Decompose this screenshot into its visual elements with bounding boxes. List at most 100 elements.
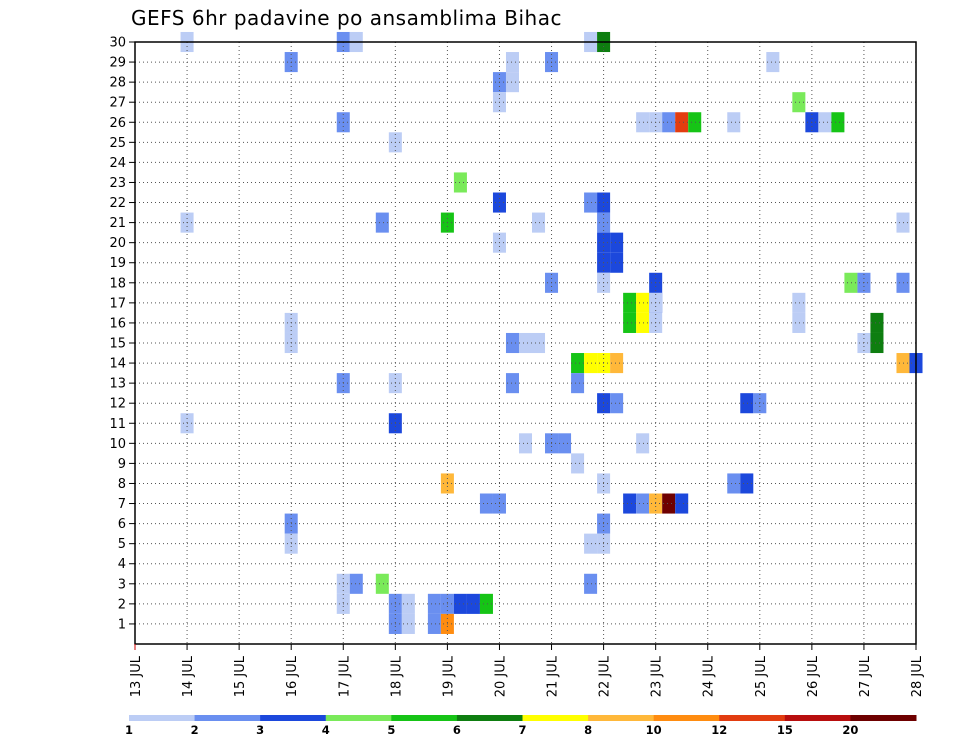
heatmap-cell xyxy=(636,312,650,333)
colorbar-label: 20 xyxy=(842,723,858,737)
heatmap-cell xyxy=(518,332,533,354)
heatmap-cell xyxy=(727,112,741,133)
heatmap-cell xyxy=(623,292,637,313)
colorbar-label: 10 xyxy=(646,723,662,737)
heatmap-cell xyxy=(792,92,806,113)
heatmap-cell xyxy=(740,393,754,414)
y-tick-label: 10 xyxy=(109,437,126,452)
heatmap-cell xyxy=(792,292,806,313)
heatmap-cell xyxy=(740,473,754,494)
heatmap-cell xyxy=(571,353,585,374)
colorbar-swatch xyxy=(456,715,523,721)
colorbar-label: 12 xyxy=(711,723,727,737)
heatmap-cell xyxy=(675,112,689,133)
heatmap-cell xyxy=(427,593,441,614)
x-tick-label: 14 JUL xyxy=(181,655,196,697)
heatmap-cell xyxy=(375,573,389,594)
y-tick-label: 26 xyxy=(109,116,126,131)
x-tick-label: 22 JUL xyxy=(598,655,613,697)
heatmap-cells xyxy=(180,31,923,634)
heatmap-cell xyxy=(532,332,546,354)
heatmap-cell xyxy=(584,573,598,594)
colorbar-label: 3 xyxy=(256,723,264,737)
heatmap-cell xyxy=(401,613,415,634)
heatmap-cell xyxy=(505,72,519,93)
heatmap-cell xyxy=(688,112,702,133)
heatmap-cell xyxy=(636,112,650,133)
x-tick-label: 24 JUL xyxy=(702,655,717,697)
heatmap-cell xyxy=(792,312,806,333)
y-tick-label: 20 xyxy=(109,236,126,251)
y-tick-label: 14 xyxy=(109,357,126,372)
x-tick-label: 28 JUL xyxy=(910,655,925,697)
y-tick-label: 3 xyxy=(118,577,126,592)
y-tick-label: 5 xyxy=(118,537,126,552)
heatmap-cell xyxy=(505,332,519,354)
heatmap-cell xyxy=(636,433,650,454)
x-tick-label: 20 JUL xyxy=(493,655,508,697)
y-tick-label: 30 xyxy=(109,36,126,51)
heatmap-cell xyxy=(558,433,572,454)
y-tick-label: 7 xyxy=(118,497,126,512)
colorbar-swatch xyxy=(719,715,786,721)
heatmap-cell xyxy=(466,593,480,614)
y-tick-label: 27 xyxy=(109,96,126,111)
colorbar-label: 6 xyxy=(453,723,461,737)
heatmap-cell xyxy=(896,272,910,293)
colorbar-label: 4 xyxy=(322,723,330,737)
heatmap-cell xyxy=(505,52,519,73)
x-tick-label: 25 JUL xyxy=(754,655,769,697)
colorbar-label: 1 xyxy=(125,723,133,737)
colorbar-swatch xyxy=(588,715,655,721)
x-tick-label: 15 JUL xyxy=(233,655,248,697)
heatmap-cell xyxy=(662,112,676,133)
colorbar-label: 5 xyxy=(387,723,395,737)
x-tick-label: 19 JUL xyxy=(441,655,456,697)
heatmap-cell xyxy=(518,433,533,454)
heatmap-cell xyxy=(727,473,741,494)
y-tick-label: 25 xyxy=(109,136,126,151)
y-tick-label: 12 xyxy=(109,397,126,412)
y-tick-label: 16 xyxy=(109,316,126,331)
colorbar-swatch xyxy=(784,715,851,721)
heatmap-cell xyxy=(610,252,624,273)
heatmap-cell xyxy=(584,192,598,213)
colorbar-label: 8 xyxy=(584,723,592,737)
x-tick-label: 23 JUL xyxy=(650,655,665,697)
heatmap-cell xyxy=(675,493,689,514)
heatmap-cell xyxy=(453,172,467,193)
colorbar-label: 2 xyxy=(191,723,199,737)
colorbar-swatch xyxy=(194,715,261,721)
x-tick-label: 27 JUL xyxy=(858,655,873,697)
y-tick-label: 21 xyxy=(109,216,126,231)
y-tick-label: 9 xyxy=(118,457,126,472)
y-tick-label: 1 xyxy=(118,617,126,632)
heatmap-cell xyxy=(584,533,598,554)
heatmap-cell xyxy=(766,52,780,73)
chart-title: GEFS 6hr padavine po ansamblima Bihac xyxy=(131,6,562,30)
y-tick-label: 18 xyxy=(109,276,126,291)
y-tick-label: 2 xyxy=(118,597,126,612)
heatmap-cell xyxy=(610,353,624,374)
heatmap-cell xyxy=(831,112,845,133)
heatmap-cell xyxy=(623,493,637,514)
y-tick-label: 6 xyxy=(118,517,126,532)
heatmap-cell xyxy=(870,332,884,354)
colorbar-swatch xyxy=(653,715,720,721)
y-tick-label: 15 xyxy=(109,337,126,352)
colorbar-swatch xyxy=(129,715,196,721)
y-tick-label: 8 xyxy=(118,477,126,492)
colorbar: 1 2 3 4 5 6 7 8 10 12 15 20 xyxy=(125,715,917,737)
y-tick-label: 11 xyxy=(109,417,126,432)
y-tick-label: 29 xyxy=(109,56,126,71)
heatmap-cell xyxy=(532,212,546,233)
heatmap-cell xyxy=(662,493,676,514)
colorbar-label: 15 xyxy=(777,723,793,737)
heatmap-cell xyxy=(505,373,519,394)
y-axis: 1234567891011121314151617181920212223242… xyxy=(109,36,135,632)
heatmap-cell xyxy=(610,232,624,253)
heatmap-cell xyxy=(636,493,650,514)
heatmap-cell xyxy=(610,393,624,414)
y-tick-label: 17 xyxy=(109,296,126,311)
y-tick-label: 22 xyxy=(109,196,126,211)
